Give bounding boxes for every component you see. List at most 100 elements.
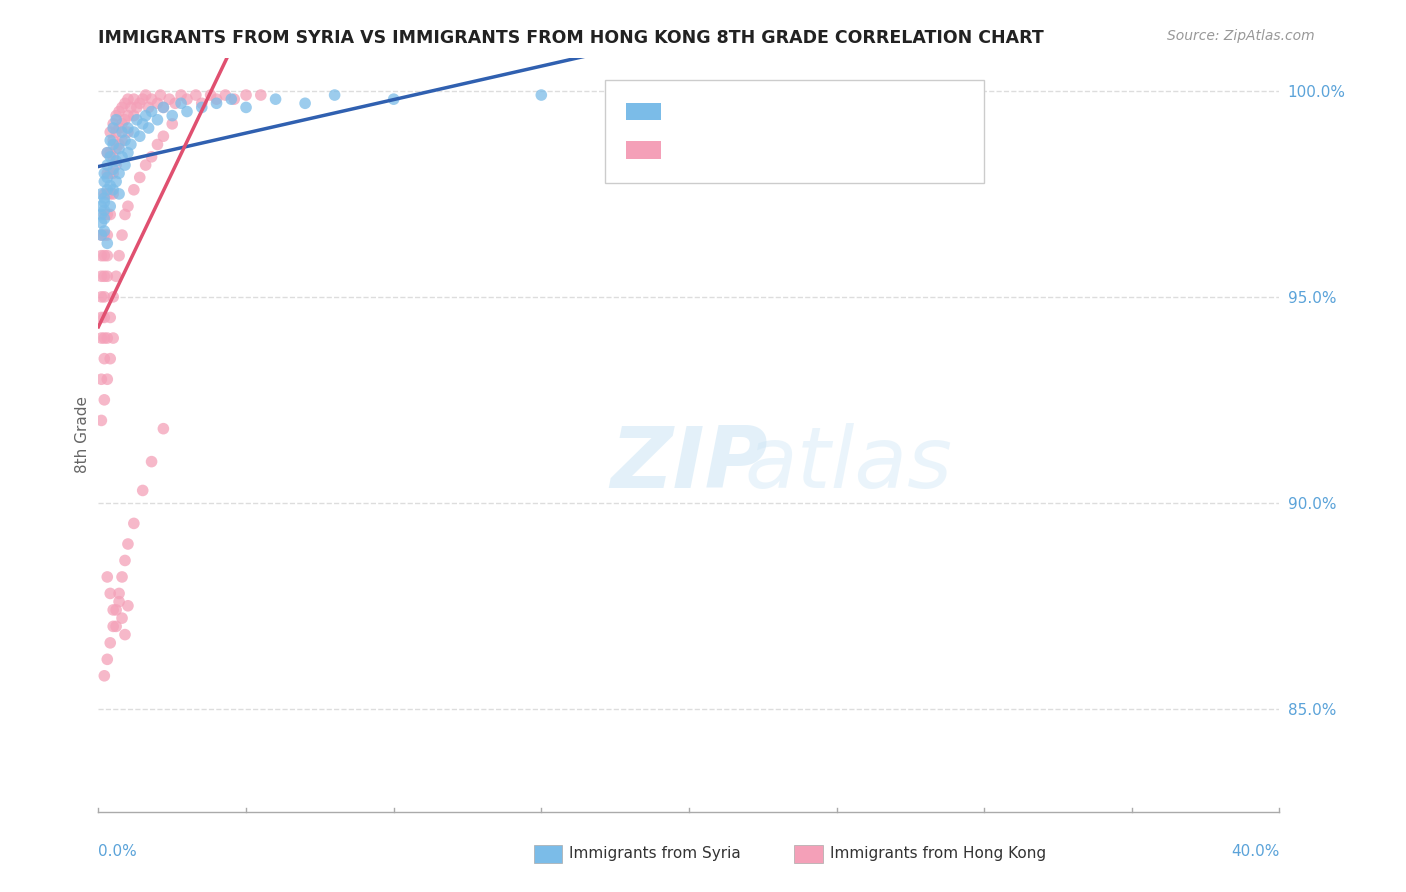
Point <box>135 109 157 123</box>
Point <box>96 145 118 160</box>
Point <box>294 96 316 111</box>
Point <box>117 120 139 135</box>
Point <box>96 269 118 284</box>
Point <box>105 603 128 617</box>
Point <box>152 100 174 114</box>
Point <box>135 158 157 172</box>
Point <box>105 269 128 284</box>
Point <box>152 100 174 114</box>
Point <box>111 133 134 147</box>
Point <box>93 310 115 325</box>
Point <box>90 413 112 427</box>
Point <box>103 117 125 131</box>
Text: Source: ZipAtlas.com: Source: ZipAtlas.com <box>1167 29 1315 43</box>
Point <box>96 166 118 180</box>
Point <box>128 170 150 185</box>
Point <box>96 236 118 251</box>
Point <box>98 636 121 650</box>
Point <box>111 117 134 131</box>
Point <box>135 88 157 103</box>
Point <box>108 186 131 201</box>
Point <box>108 249 131 263</box>
Point <box>184 88 207 103</box>
Point <box>103 290 125 304</box>
Point <box>200 88 222 103</box>
Point <box>117 125 139 139</box>
Point <box>108 120 131 135</box>
Point <box>96 570 118 584</box>
Point <box>125 112 148 127</box>
Point <box>93 207 115 221</box>
Point <box>141 92 163 106</box>
Point <box>90 331 112 345</box>
Text: R = 0.169: R = 0.169 <box>672 141 762 159</box>
Point <box>96 228 118 243</box>
Point <box>221 92 243 106</box>
Point <box>103 133 125 147</box>
Point <box>141 455 163 469</box>
Point <box>149 88 172 103</box>
Point <box>707 84 730 98</box>
Point <box>138 120 160 135</box>
Point <box>111 228 134 243</box>
Point <box>111 611 134 625</box>
Point <box>224 92 246 106</box>
Point <box>170 88 193 103</box>
Point <box>93 191 115 205</box>
Point <box>122 183 145 197</box>
Point <box>157 92 180 106</box>
Point <box>103 137 125 152</box>
Point <box>114 133 136 147</box>
Point <box>90 216 112 230</box>
Point <box>205 92 228 106</box>
Point <box>250 88 273 103</box>
Point <box>93 249 115 263</box>
Text: Immigrants from Syria: Immigrants from Syria <box>569 847 741 861</box>
Point <box>90 186 112 201</box>
Point <box>90 269 112 284</box>
Point <box>162 117 183 131</box>
Point <box>108 104 131 119</box>
Point <box>141 104 163 119</box>
Point <box>111 125 134 139</box>
Point <box>96 183 118 197</box>
Point <box>96 652 118 666</box>
Point <box>93 195 115 210</box>
Point <box>93 211 115 226</box>
Point <box>114 158 136 172</box>
Text: N = 113: N = 113 <box>820 141 894 159</box>
Point <box>96 145 118 160</box>
Point <box>96 372 118 386</box>
Point <box>90 290 112 304</box>
Point <box>191 100 214 114</box>
Point <box>108 586 131 600</box>
Point <box>114 207 136 221</box>
Point <box>214 88 236 103</box>
Point <box>122 125 145 139</box>
Text: IMMIGRANTS FROM SYRIA VS IMMIGRANTS FROM HONG KONG 8TH GRADE CORRELATION CHART: IMMIGRANTS FROM SYRIA VS IMMIGRANTS FROM… <box>98 29 1045 46</box>
Point <box>108 137 131 152</box>
Point <box>98 125 121 139</box>
Point <box>111 570 134 584</box>
Point <box>96 207 118 221</box>
Point <box>105 112 128 127</box>
Point <box>93 228 115 243</box>
Point <box>98 586 121 600</box>
Text: Immigrants from Hong Kong: Immigrants from Hong Kong <box>830 847 1046 861</box>
Point <box>98 150 121 164</box>
Point <box>152 129 174 144</box>
Point <box>117 145 139 160</box>
Point <box>128 129 150 144</box>
Point <box>120 100 142 114</box>
Point <box>117 199 139 213</box>
Point <box>103 150 125 164</box>
Point <box>96 186 118 201</box>
Point <box>191 96 214 111</box>
Point <box>103 331 125 345</box>
Point <box>111 150 134 164</box>
Point <box>105 153 128 168</box>
Point <box>170 96 193 111</box>
Point <box>122 92 145 106</box>
Point <box>152 422 174 436</box>
Point <box>105 619 128 633</box>
